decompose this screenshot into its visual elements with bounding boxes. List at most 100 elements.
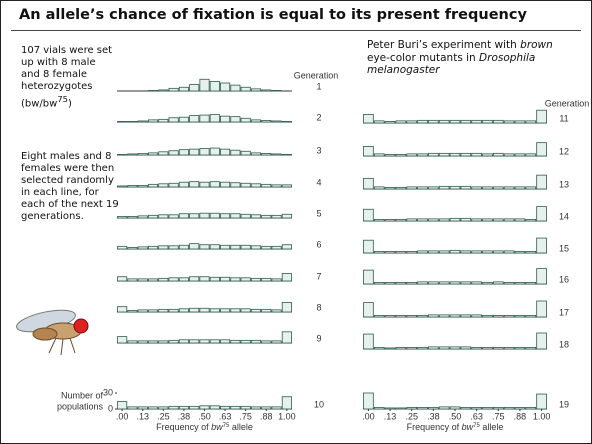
histogram-bar bbox=[137, 309, 148, 313]
histogram-bar bbox=[178, 244, 189, 250]
histogram-bar bbox=[158, 277, 169, 282]
histogram-bar bbox=[147, 245, 159, 250]
histogram-bar bbox=[127, 121, 138, 123]
histogram-bar bbox=[178, 308, 189, 313]
generation-label: 17 bbox=[559, 307, 569, 317]
histogram-bar bbox=[158, 308, 169, 313]
histogram-bar bbox=[271, 309, 282, 313]
histogram-bar bbox=[525, 406, 537, 410]
histogram-bar bbox=[492, 314, 504, 318]
generation-label: 13 bbox=[559, 179, 569, 189]
histogram-bar bbox=[406, 406, 418, 410]
histogram-bar bbox=[449, 314, 461, 318]
histogram-bar bbox=[460, 406, 472, 410]
histogram-bar bbox=[281, 121, 292, 123]
histogram-bar bbox=[230, 277, 241, 282]
histogram-bar bbox=[240, 339, 251, 344]
histogram-bar bbox=[230, 405, 241, 410]
histogram-bar bbox=[199, 276, 210, 282]
x-tick-label: .00 bbox=[362, 411, 375, 421]
histogram-bar bbox=[158, 214, 169, 219]
histogram-bar bbox=[525, 120, 537, 124]
histogram-bar bbox=[514, 153, 526, 157]
histogram-bar bbox=[438, 185, 450, 190]
histogram-bar bbox=[482, 314, 493, 318]
histogram-bar bbox=[117, 154, 128, 156]
histogram-bar bbox=[137, 246, 148, 250]
histogram-bar bbox=[417, 346, 428, 350]
generation-label: 2 bbox=[316, 112, 321, 122]
histogram-bar bbox=[281, 184, 292, 188]
x-tick-label: .25 bbox=[405, 411, 418, 421]
histogram-bar bbox=[395, 120, 407, 124]
histogram-bar bbox=[363, 302, 374, 318]
y-axis-label: populations bbox=[57, 401, 104, 411]
histogram-bar bbox=[240, 308, 251, 313]
histogram-bar bbox=[363, 269, 374, 285]
x-tick-label: .75 bbox=[239, 411, 252, 421]
histogram-bar bbox=[492, 346, 504, 350]
histogram-bar bbox=[240, 86, 251, 92]
histogram-bar bbox=[178, 339, 189, 344]
histogram-bar bbox=[271, 90, 282, 92]
histogram-bar bbox=[449, 152, 461, 157]
histogram-bar bbox=[471, 186, 482, 190]
histogram-bar bbox=[503, 250, 515, 254]
histogram-bar bbox=[417, 314, 428, 318]
x-tick-label: .50 bbox=[449, 411, 462, 421]
histogram-bar bbox=[250, 339, 262, 344]
histogram-bar bbox=[127, 215, 138, 219]
histogram-bar bbox=[428, 314, 439, 318]
histogram-bar bbox=[168, 150, 179, 156]
x-tick-label: 1.00 bbox=[278, 411, 296, 421]
histogram-bar bbox=[209, 81, 220, 92]
histogram-bar bbox=[281, 244, 292, 250]
histogram-bar bbox=[514, 120, 526, 124]
histogram-bar bbox=[482, 346, 493, 350]
histogram-bar bbox=[168, 117, 179, 123]
histogram-bar bbox=[536, 237, 547, 254]
histogram-bar bbox=[406, 218, 418, 222]
histogram-bar bbox=[250, 214, 262, 219]
generation-header: Generation bbox=[294, 70, 339, 80]
histogram-bar bbox=[471, 119, 482, 124]
histogram-bar bbox=[178, 405, 189, 410]
histogram-bar bbox=[363, 208, 374, 222]
histogram-bar bbox=[438, 250, 450, 254]
histogram-bar bbox=[261, 214, 272, 219]
histogram-bar bbox=[449, 406, 461, 410]
histogram-bar bbox=[168, 245, 179, 250]
histogram-bar bbox=[137, 152, 148, 156]
histogram-bar bbox=[178, 213, 189, 219]
x-axis-label-part: 75 bbox=[223, 423, 230, 429]
histogram-bar bbox=[127, 278, 138, 282]
histogram-bar bbox=[395, 281, 407, 285]
histogram-bar bbox=[395, 186, 407, 190]
histogram-bar bbox=[373, 186, 385, 190]
histogram-bar bbox=[230, 84, 241, 92]
title-rule bbox=[11, 30, 581, 31]
histogram-bar bbox=[406, 120, 418, 124]
histogram-bar bbox=[250, 183, 262, 188]
histogram-bar bbox=[482, 119, 493, 124]
histogram-bar bbox=[428, 119, 439, 124]
histogram-bar bbox=[281, 331, 292, 344]
histogram-bar bbox=[460, 314, 472, 318]
generation-label: 15 bbox=[559, 243, 569, 253]
histogram-bar bbox=[209, 212, 220, 219]
histogram-bar bbox=[536, 109, 547, 124]
histogram-bar bbox=[261, 277, 272, 282]
x-tick-label: 1.00 bbox=[533, 411, 551, 421]
histogram-bar bbox=[158, 118, 169, 123]
histogram-bar bbox=[250, 88, 262, 92]
generation-label: 7 bbox=[316, 271, 321, 281]
histogram-bar bbox=[189, 84, 200, 92]
histogram-bar bbox=[230, 116, 241, 123]
generation-label: 4 bbox=[316, 177, 321, 187]
histogram-bar bbox=[220, 276, 231, 282]
histogram-bar bbox=[271, 153, 282, 156]
histogram-bar bbox=[281, 213, 292, 219]
x-tick-label: .50 bbox=[198, 411, 211, 421]
histogram-bar bbox=[395, 314, 407, 318]
generation-label: 16 bbox=[559, 274, 569, 284]
